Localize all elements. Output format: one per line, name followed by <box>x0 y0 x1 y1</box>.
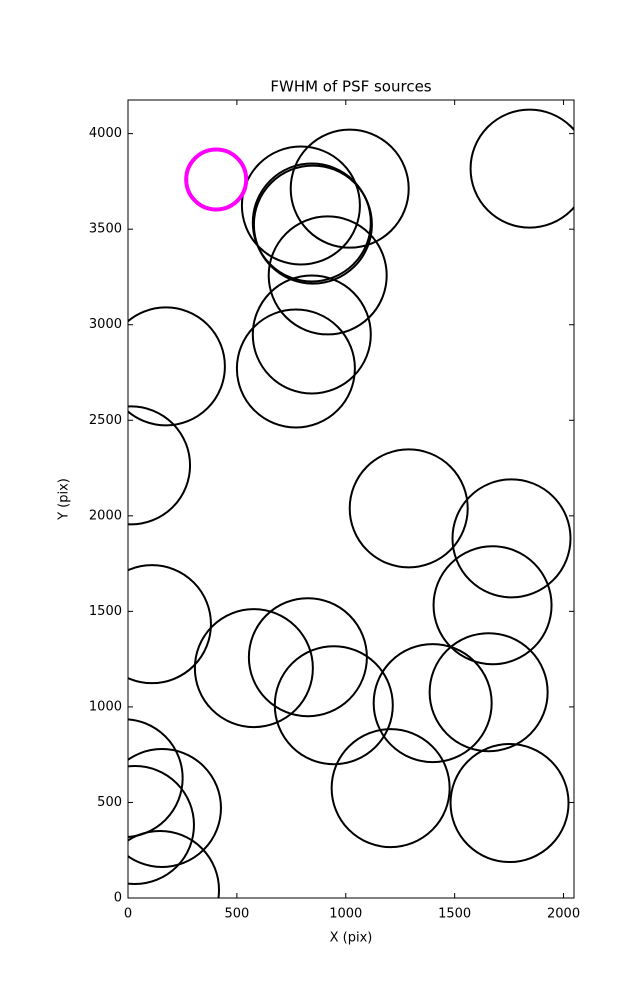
source-circle <box>267 215 388 336</box>
source-circle <box>273 645 394 766</box>
y-tick-label: 3500 <box>89 222 122 237</box>
x-tick-label: 0 <box>124 907 132 922</box>
y-axis-label: Y (pix) <box>57 478 72 521</box>
source-circle <box>128 718 184 839</box>
source-circle <box>432 545 553 666</box>
plot-area <box>128 108 574 898</box>
source-circle <box>330 728 451 849</box>
source-circle <box>128 748 222 868</box>
chart-title: FWHM of PSF sources <box>270 78 431 96</box>
source-circle <box>372 643 493 764</box>
y-tick-label: 2000 <box>89 508 122 523</box>
source-circle <box>128 564 212 685</box>
x-tick-label: 500 <box>224 907 249 922</box>
x-tick-label: 2000 <box>547 907 580 922</box>
y-tick-label: 0 <box>114 891 122 906</box>
source-circle <box>469 108 574 229</box>
x-tick-label: 1500 <box>438 907 471 922</box>
axes-frame <box>127 99 575 899</box>
source-circle <box>235 308 356 429</box>
source-circle <box>251 274 372 395</box>
source-circle <box>449 743 570 864</box>
source-circle <box>128 306 226 427</box>
y-tick-label: 3000 <box>89 317 122 332</box>
source-circle <box>193 608 314 729</box>
y-tick-label: 1500 <box>89 604 122 619</box>
source-circle <box>128 405 192 526</box>
source-circle <box>428 632 549 753</box>
y-tick-label: 1000 <box>89 699 122 714</box>
x-tick-label: 1000 <box>329 907 362 922</box>
source-circle <box>128 829 220 898</box>
source-circle <box>289 128 410 249</box>
source-circle <box>240 145 361 266</box>
source-circle <box>251 162 372 283</box>
x-axis-label: X (pix) <box>330 931 373 946</box>
reference-circle <box>184 147 249 212</box>
source-circle <box>247 597 368 718</box>
y-tick-label: 2500 <box>89 413 122 428</box>
y-tick-label: 4000 <box>89 126 122 141</box>
source-circle <box>128 765 195 885</box>
y-tick-label: 500 <box>97 795 122 810</box>
source-circle <box>348 448 469 569</box>
source-circle <box>252 164 373 285</box>
source-circle <box>451 478 572 599</box>
